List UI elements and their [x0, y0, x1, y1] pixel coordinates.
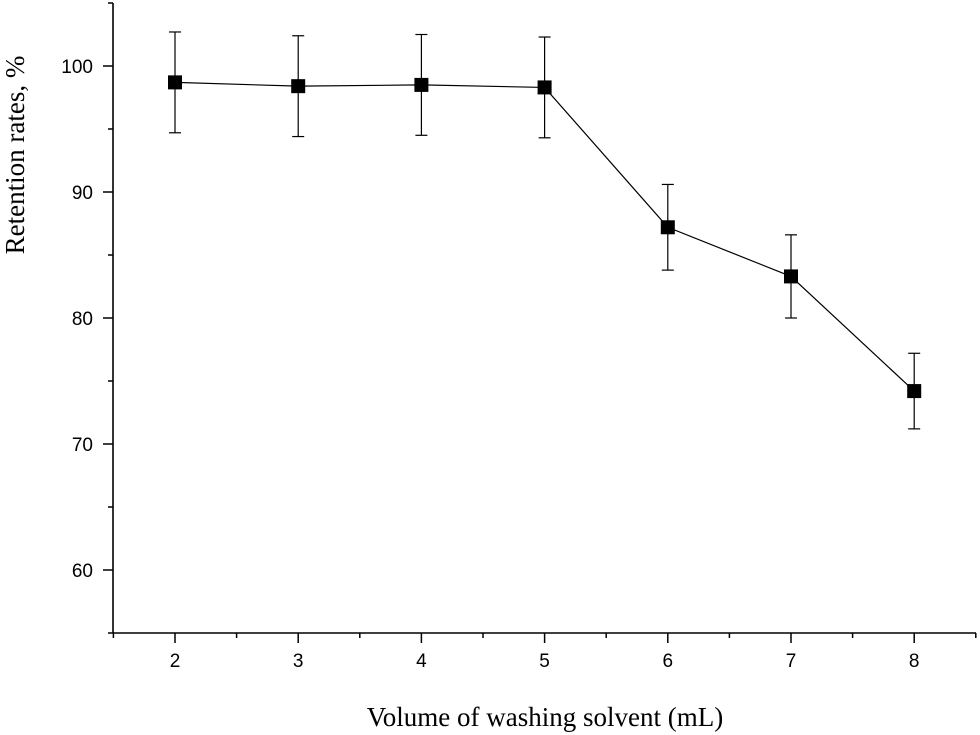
y-axis-title: Retention rates, % — [0, 56, 30, 255]
data-point — [291, 79, 306, 94]
data-point — [660, 220, 675, 235]
data-markers — [168, 75, 922, 399]
y-tick-label: 100 — [61, 57, 93, 78]
data-point — [168, 75, 182, 90]
data-point — [907, 384, 922, 399]
y-tick-label: 70 — [72, 435, 93, 456]
x-tick-label: 2 — [170, 651, 181, 672]
y-tick-label: 90 — [72, 183, 93, 204]
x-tick-label: 3 — [293, 651, 304, 672]
x-tick-label: 8 — [909, 651, 920, 672]
x-tick-label: 7 — [786, 651, 797, 672]
y-ticks: 60 70 80 90 100 — [61, 2, 113, 634]
x-tick-label: 5 — [539, 651, 550, 672]
error-bars — [169, 31, 921, 430]
x-axis-title: Volume of washing solvent (mL) — [367, 702, 723, 732]
data-point — [784, 269, 798, 284]
x-ticks: 2 3 4 5 6 7 8 — [112, 633, 977, 672]
y-tick-label: 80 — [72, 309, 93, 330]
x-tick-label: 6 — [663, 651, 674, 672]
data-point — [537, 80, 552, 95]
x-tick-label: 4 — [416, 651, 427, 672]
data-point — [414, 77, 429, 92]
y-tick-label: 60 — [72, 561, 93, 582]
